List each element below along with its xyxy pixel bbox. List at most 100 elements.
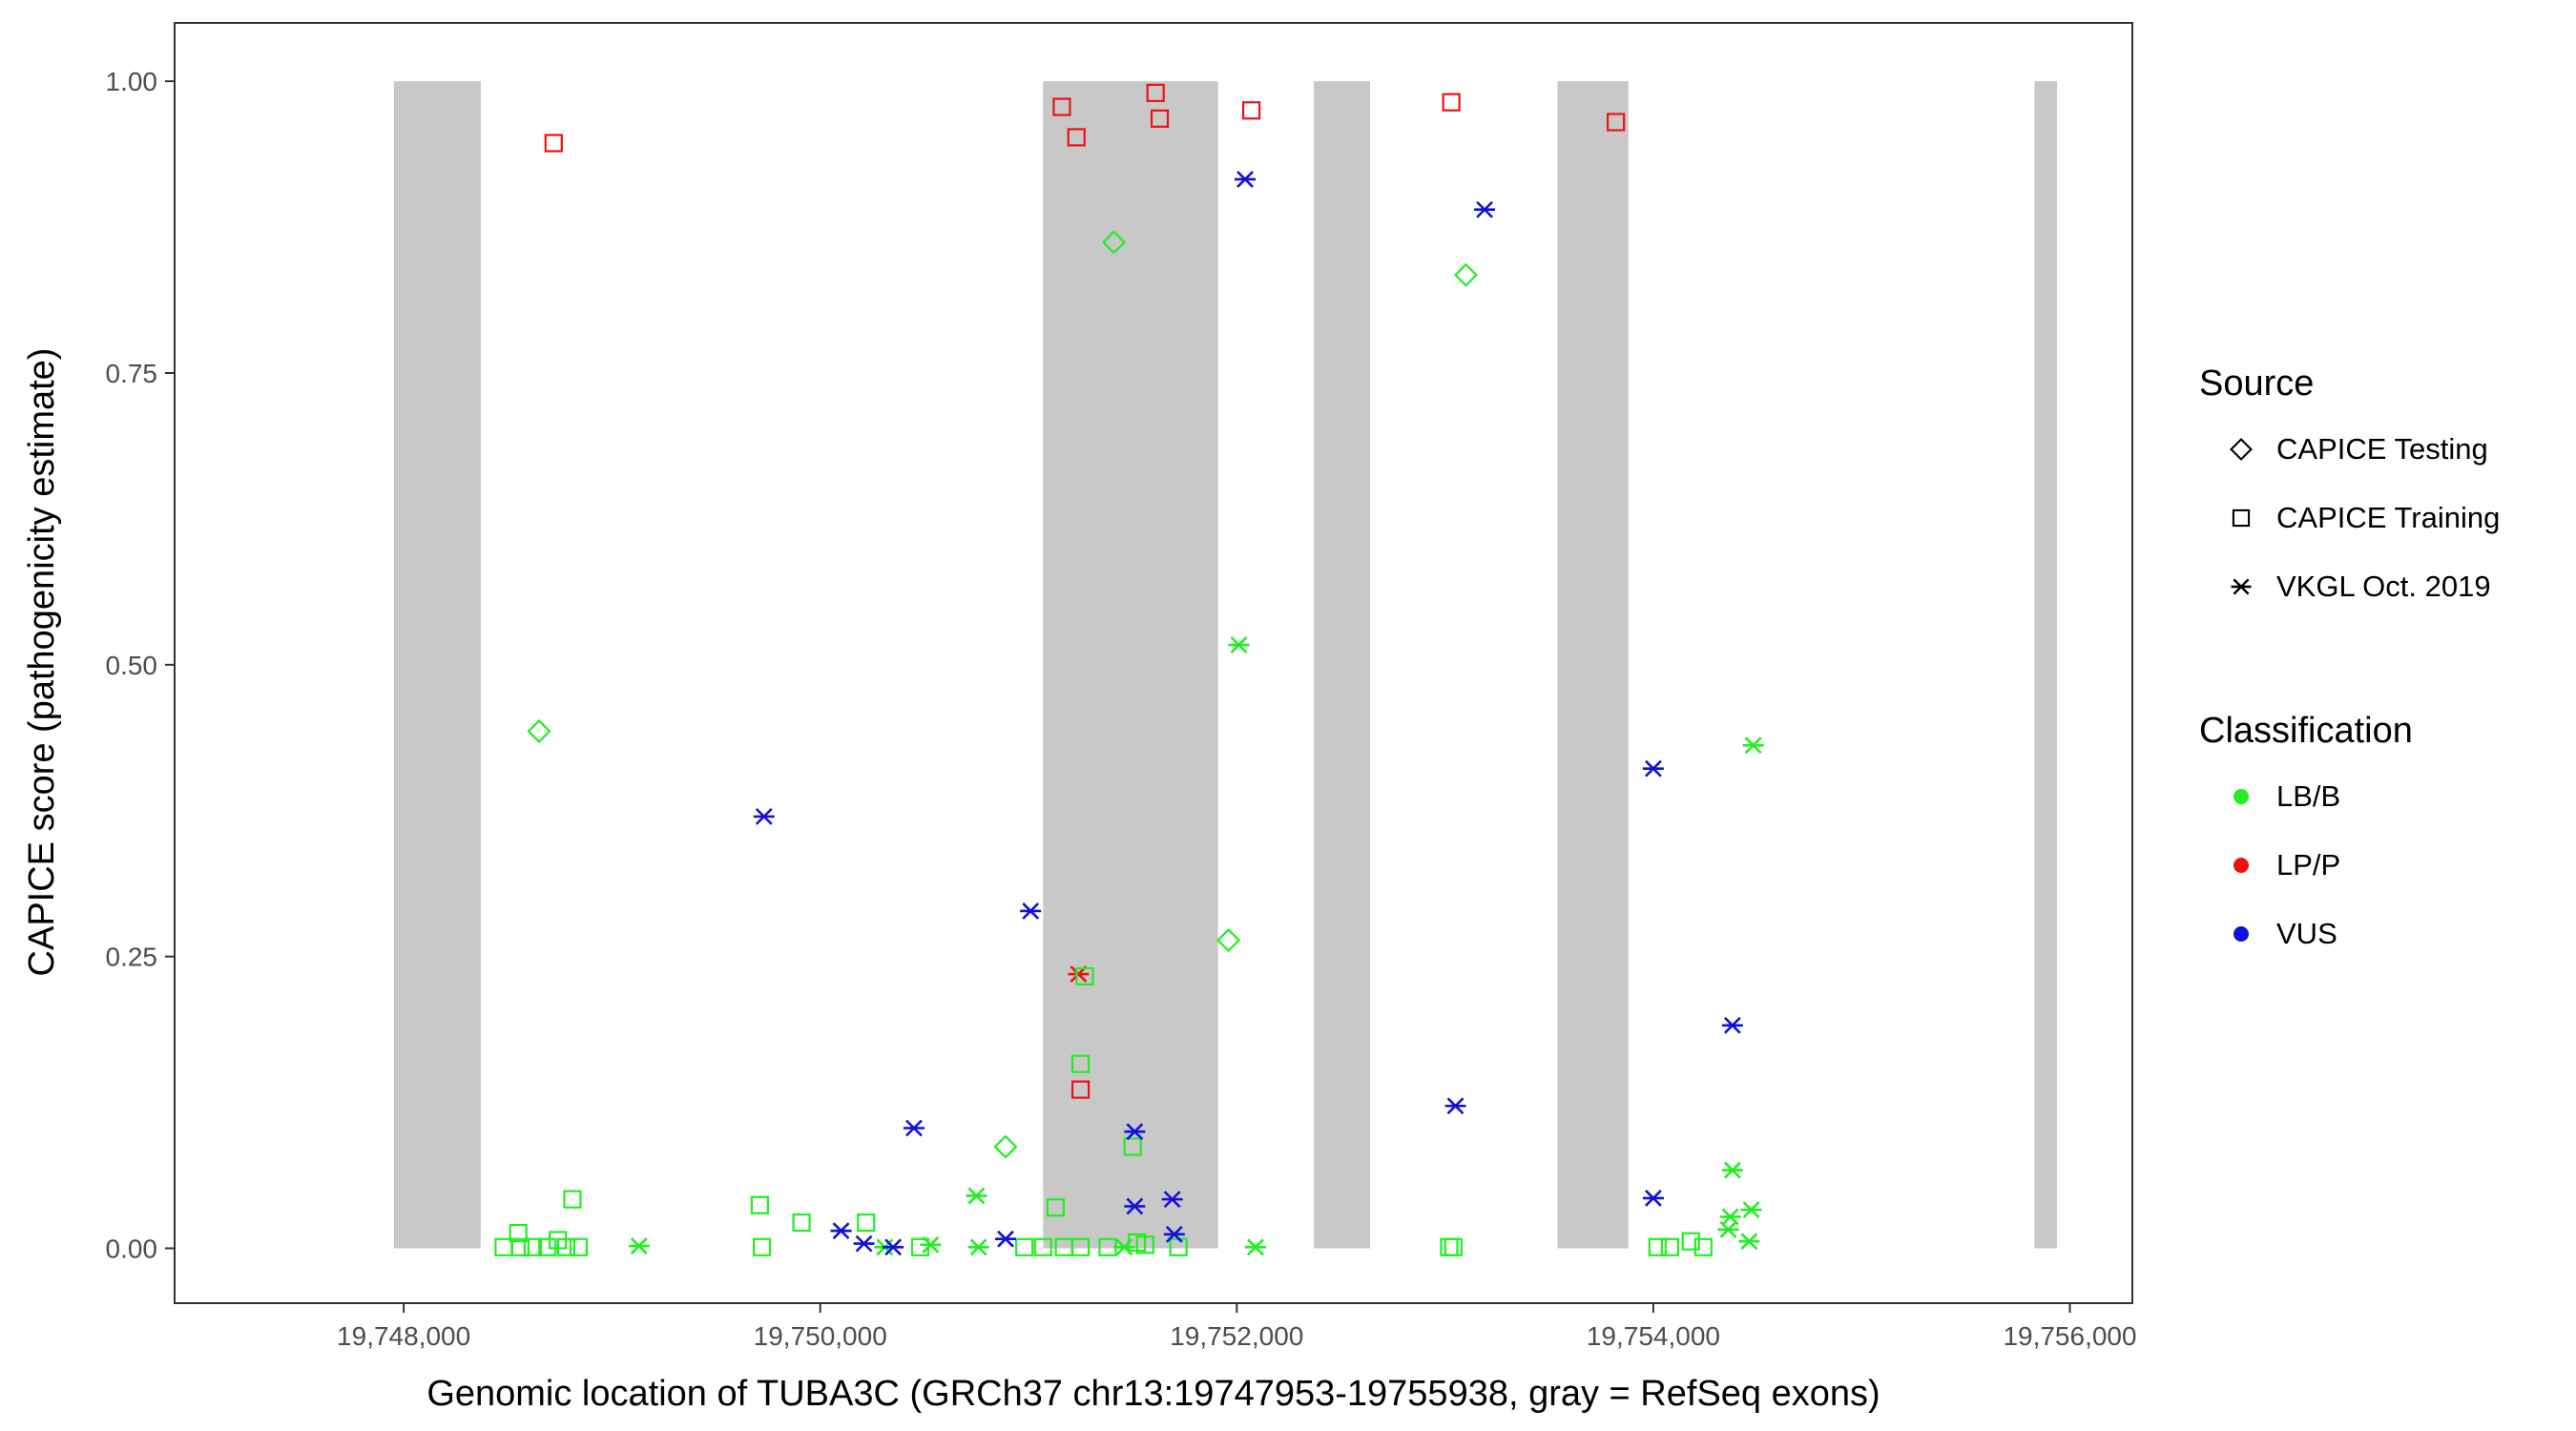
data-point-16 (1228, 636, 1250, 653)
data-point-58 (1648, 1237, 1667, 1256)
legend-label-vus: VUS (2276, 917, 2337, 950)
data-point-40 (556, 1237, 576, 1256)
data-point-49 (1033, 1237, 1052, 1256)
data-point-43 (1070, 1054, 1091, 1073)
data-point-72 (1124, 1197, 1146, 1215)
legend-label-capice-testing: CAPICE Testing (2276, 432, 2488, 466)
panel-border (174, 22, 2133, 1304)
data-points (494, 83, 1764, 1256)
legend-title-source: Source (2199, 363, 2314, 404)
data-point-23 (1738, 1233, 1760, 1251)
data-point-22 (1717, 1221, 1739, 1238)
data-point-32 (752, 1237, 772, 1256)
data-point-30 (750, 1195, 770, 1214)
data-point-3 (1067, 128, 1086, 147)
data-point-9 (1070, 1080, 1091, 1099)
data-point-41 (569, 1237, 589, 1256)
data-point-59 (1660, 1237, 1679, 1256)
exon-band-2 (1043, 81, 1218, 1249)
data-point-12 (1453, 262, 1479, 287)
legend-key-dot-2 (2233, 858, 2249, 873)
data-point-70 (1124, 1123, 1146, 1141)
legend-class-keys (2233, 789, 2249, 942)
data-point-65 (1020, 902, 1042, 920)
legend-key-dot-3 (2233, 926, 2249, 942)
data-point-18 (966, 1187, 987, 1205)
data-point-5 (1150, 109, 1170, 128)
data-point-34 (509, 1223, 528, 1243)
y-tick-label-2: 0.25 (106, 943, 158, 972)
data-point-74 (830, 1222, 852, 1240)
data-point-33 (563, 1190, 582, 1209)
data-point-57 (1444, 1237, 1463, 1256)
data-point-27 (967, 1238, 989, 1256)
data-point-62 (1235, 171, 1257, 188)
x-tick-label-3: 19,752,000 (1170, 1321, 1303, 1351)
data-point-51 (1070, 1237, 1091, 1256)
data-point-6 (1241, 101, 1261, 120)
data-point-67 (1721, 1016, 1743, 1034)
data-point-21 (1719, 1208, 1741, 1226)
data-point-8 (1607, 113, 1626, 132)
x-axis-title: Genomic location of TUBA3C (GRCh37 chr13… (426, 1374, 1880, 1414)
legend-source-keys (2230, 438, 2253, 595)
x-tick-label-4: 19,754,000 (1587, 1321, 1720, 1351)
exon-band-4 (1557, 81, 1629, 1249)
data-point-19 (1721, 1161, 1743, 1179)
data-point-17 (1742, 736, 1764, 755)
legend-label-lp-p: LP/P (2276, 848, 2340, 881)
exon-bands (393, 81, 2057, 1249)
data-point-36 (510, 1237, 530, 1256)
data-point-15 (993, 1134, 1018, 1159)
data-point-66 (1642, 759, 1664, 778)
data-point-46 (1123, 1137, 1142, 1156)
data-point-77 (995, 1230, 1017, 1248)
data-point-45 (1046, 1198, 1066, 1217)
data-point-69 (903, 1119, 924, 1137)
y-axis-title: CAPICE score (pathogenicity estimate) (22, 348, 62, 977)
data-point-71 (1642, 1189, 1664, 1207)
data-point-68 (1444, 1097, 1466, 1115)
legend: Source CAPICE Testing CAPICE Training VK… (2199, 363, 2500, 950)
data-point-29 (1244, 1238, 1266, 1256)
data-point-44 (1075, 966, 1094, 986)
y-tick-label-4: 0.75 (106, 359, 158, 388)
data-point-2 (1052, 97, 1071, 116)
x-tick-label-1: 19,748,000 (337, 1321, 470, 1351)
data-point-31 (792, 1213, 811, 1233)
data-point-14 (1216, 927, 1241, 953)
data-point-78 (1163, 1225, 1185, 1243)
legend-label-capice-training: CAPICE Training (2276, 501, 2500, 534)
legend-key-square (2232, 508, 2251, 528)
exon-band-1 (393, 81, 481, 1249)
legend-key-dot-1 (2233, 789, 2249, 804)
data-point-7 (1442, 93, 1461, 112)
data-point-63 (1474, 200, 1496, 218)
data-point-24 (628, 1237, 650, 1255)
axes: 19,748,000 19,750,000 19,752,000 19,754,000… (106, 67, 2137, 1351)
data-point-20 (1740, 1201, 1762, 1219)
legend-label-vkgl: VKGL Oct. 2019 (2276, 570, 2491, 603)
x-tick-label-5: 19,756,000 (2003, 1321, 2136, 1351)
y-tick-label-1: 0.00 (106, 1234, 158, 1264)
data-point-48 (1015, 1237, 1034, 1256)
exon-band-3 (1314, 81, 1371, 1249)
data-point-47 (910, 1237, 930, 1256)
exon-band-5 (2034, 81, 2057, 1249)
data-point-11 (1101, 230, 1127, 255)
data-point-64 (753, 807, 775, 825)
data-point-61 (1693, 1237, 1713, 1256)
data-point-13 (527, 719, 551, 744)
x-tick-label-2: 19,750,000 (754, 1321, 887, 1351)
data-point-76 (883, 1238, 904, 1256)
legend-key-asterisk (2231, 578, 2252, 595)
data-point-75 (853, 1234, 875, 1253)
data-point-52 (1098, 1237, 1117, 1256)
data-point-54 (1135, 1235, 1154, 1255)
legend-title-classification: Classification (2199, 711, 2413, 751)
y-tick-label-3: 0.50 (106, 651, 158, 680)
legend-key-diamond (2230, 438, 2253, 461)
data-point-4 (1146, 83, 1165, 103)
data-point-73 (1161, 1191, 1183, 1209)
